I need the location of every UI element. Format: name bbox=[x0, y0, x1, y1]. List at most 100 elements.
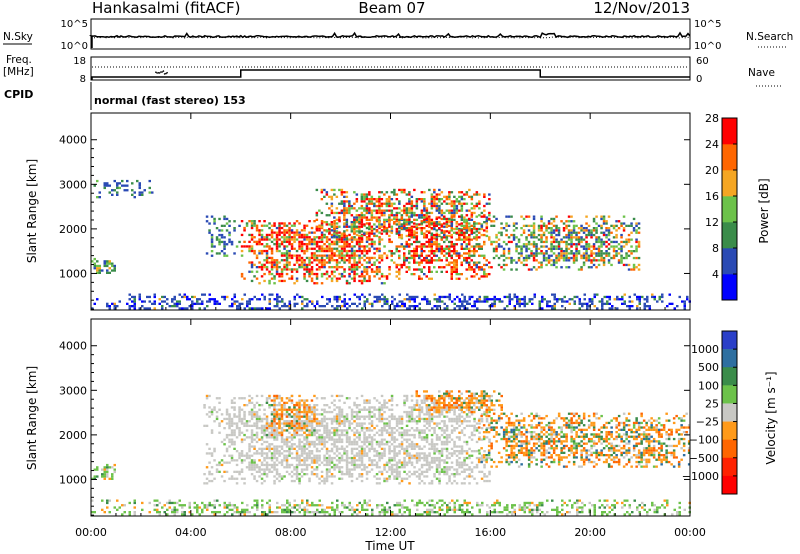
echo-cell bbox=[333, 236, 336, 239]
echo-cell bbox=[328, 256, 331, 260]
echo-cell bbox=[285, 463, 289, 467]
echo-cell bbox=[616, 298, 619, 301]
echo-cell bbox=[631, 305, 634, 308]
echo-cell bbox=[438, 188, 441, 192]
echo-cell bbox=[505, 243, 508, 246]
echo-cell bbox=[523, 300, 526, 303]
freq-panel: Freq. [MHz] 18 8 60 0 Nave bbox=[3, 54, 782, 87]
echo-cell bbox=[343, 447, 346, 450]
echo-cell bbox=[240, 245, 244, 248]
echo-cell bbox=[228, 413, 231, 416]
echo-cell bbox=[318, 440, 321, 444]
echo-cell bbox=[283, 454, 286, 457]
echo-cell bbox=[293, 456, 296, 460]
echo-cell bbox=[408, 261, 411, 264]
echo-cell bbox=[330, 447, 334, 450]
echo-cell bbox=[428, 270, 431, 273]
echo-cell bbox=[310, 422, 314, 425]
echo-cell bbox=[111, 269, 114, 272]
echo-cell bbox=[278, 261, 281, 264]
echo-cell bbox=[423, 399, 426, 402]
echo-cell bbox=[455, 238, 458, 241]
echo-cell bbox=[270, 466, 274, 469]
echo-cell bbox=[101, 468, 104, 471]
echo-cell bbox=[273, 422, 276, 425]
echo-cell bbox=[258, 466, 261, 469]
echo-cell bbox=[393, 191, 396, 194]
echo-cell bbox=[418, 452, 421, 455]
echo-cell bbox=[340, 211, 344, 215]
echo-cell bbox=[303, 275, 306, 278]
echo-cell bbox=[378, 277, 381, 280]
echo-cell bbox=[240, 477, 244, 480]
echo-cell bbox=[375, 270, 379, 273]
echo-cell bbox=[358, 245, 361, 248]
echo-cell bbox=[400, 427, 404, 430]
echo-cell bbox=[191, 305, 194, 308]
echo-cell bbox=[298, 454, 301, 457]
echo-cell bbox=[403, 247, 406, 250]
echo-cell bbox=[270, 447, 274, 450]
echo-cell bbox=[460, 233, 463, 237]
echo-cell bbox=[385, 477, 389, 480]
echo-cell bbox=[383, 282, 386, 285]
echo-cell bbox=[270, 249, 274, 253]
echo-cell bbox=[263, 263, 266, 266]
echo-cell bbox=[486, 295, 489, 299]
echo-cell bbox=[303, 443, 306, 446]
echo-cell bbox=[600, 243, 603, 246]
echo-cell bbox=[430, 222, 433, 225]
echo-cell bbox=[643, 307, 646, 310]
echo-cell bbox=[210, 215, 214, 218]
echo-cell bbox=[283, 252, 286, 255]
echo-cell bbox=[510, 261, 513, 264]
echo-cell bbox=[320, 424, 324, 427]
echo-cell bbox=[250, 463, 254, 467]
echo-cell bbox=[148, 307, 151, 310]
echo-cell bbox=[395, 270, 398, 273]
echo-cell bbox=[515, 268, 518, 271]
echo-cell bbox=[605, 220, 608, 223]
echo-cell bbox=[428, 211, 431, 215]
echo-cell bbox=[413, 417, 416, 421]
echo-cell bbox=[320, 198, 324, 201]
echo-cell bbox=[552, 224, 556, 227]
echo-cell bbox=[213, 450, 216, 453]
echo-cell bbox=[258, 415, 261, 418]
echo-cell bbox=[358, 454, 361, 457]
echo-cell bbox=[623, 293, 626, 296]
echo-cell bbox=[368, 259, 371, 262]
echo-cell bbox=[507, 236, 511, 239]
echo-cell bbox=[468, 236, 471, 239]
echo-cell bbox=[288, 252, 291, 255]
echo-cell bbox=[325, 277, 329, 280]
echo-cell bbox=[93, 267, 96, 270]
echo-cell bbox=[330, 394, 334, 398]
echo-cell bbox=[248, 413, 251, 416]
echo-cell bbox=[318, 225, 321, 228]
echo-cell bbox=[398, 459, 401, 462]
echo-cell bbox=[330, 279, 334, 283]
echo-cell bbox=[265, 233, 269, 237]
echo-cell bbox=[320, 413, 324, 416]
echo-cell bbox=[238, 307, 241, 310]
echo-cell bbox=[612, 236, 616, 239]
echo-cell bbox=[341, 300, 344, 303]
echo-cell bbox=[283, 413, 286, 416]
echo-cell bbox=[290, 438, 294, 441]
echo-cell bbox=[378, 211, 381, 215]
echo-cell bbox=[547, 222, 551, 225]
echo-cell bbox=[410, 273, 413, 276]
echo-cell bbox=[405, 440, 409, 444]
echo-cell bbox=[398, 422, 401, 425]
echo-cell bbox=[273, 482, 276, 485]
echo-cell bbox=[106, 271, 109, 274]
echo-cell bbox=[358, 436, 361, 439]
echo-cell bbox=[553, 305, 556, 308]
echo-cell bbox=[403, 459, 406, 462]
echo-cell bbox=[320, 231, 324, 234]
echo-cell bbox=[370, 209, 374, 212]
echo-cell bbox=[376, 300, 379, 303]
echo-cell bbox=[263, 408, 266, 411]
echo-cell bbox=[285, 470, 289, 473]
